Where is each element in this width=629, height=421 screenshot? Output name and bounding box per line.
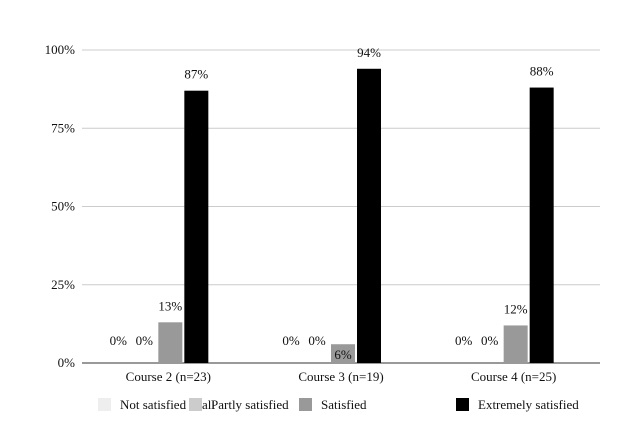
- category-label: Course 4 (n=25): [471, 369, 556, 384]
- legend-label: Partly satisfied: [211, 397, 289, 412]
- bar: [158, 322, 183, 363]
- x-axis-category-labels: Course 2 (n=23) Course 3 (n=19) Course 4 (…: [126, 369, 557, 384]
- y-tick-label: 100%: [45, 42, 76, 57]
- data-label: 0%: [308, 333, 326, 348]
- data-label: 88%: [530, 64, 554, 79]
- data-label: 94%: [357, 45, 381, 60]
- legend-label: Satisfied: [321, 397, 367, 412]
- data-label: 0%: [282, 333, 300, 348]
- legend-swatch: [189, 398, 202, 411]
- legend-swatch: [98, 398, 111, 411]
- bar: [357, 68, 381, 363]
- bar: [331, 344, 355, 363]
- data-label: 0%: [455, 333, 473, 348]
- y-tick-label: 0%: [58, 355, 76, 370]
- data-label: 0%: [481, 333, 499, 348]
- data-labels: 0% 0% 13% 87% 0% 0% 6% 94% 0% 0% 12% 88%: [110, 45, 554, 362]
- data-label: 0%: [110, 333, 128, 348]
- y-tick-label: 50%: [51, 199, 75, 214]
- bar: [184, 90, 209, 363]
- data-label: 13%: [158, 298, 182, 313]
- legend-swatch: [299, 398, 312, 411]
- category-label: Course 3 (n=19): [298, 369, 383, 384]
- data-label: 6%: [334, 347, 352, 362]
- y-tick-label: 75%: [51, 120, 75, 135]
- y-tick-label: 25%: [51, 277, 75, 292]
- data-label: 87%: [184, 67, 208, 82]
- bar: [503, 325, 528, 363]
- y-axis-tick-labels: 0% 25% 50% 75% 100%: [45, 42, 76, 370]
- bar: [529, 87, 554, 363]
- legend-label: Extremely satisfied: [478, 397, 579, 412]
- category-label: Course 2 (n=23): [126, 369, 211, 384]
- legend-swatch: [456, 398, 469, 411]
- data-label: 12%: [504, 301, 528, 316]
- data-label: 0%: [136, 333, 154, 348]
- bars: [158, 68, 554, 363]
